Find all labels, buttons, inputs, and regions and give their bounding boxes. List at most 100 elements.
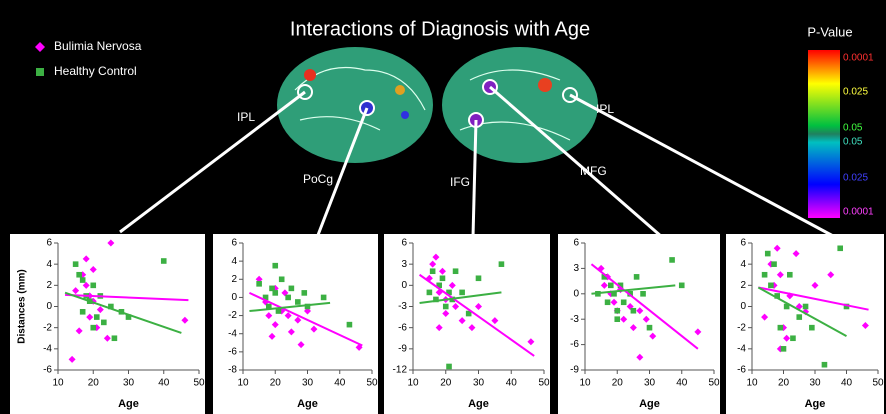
y-tick-label: 2 xyxy=(740,280,746,291)
point xyxy=(669,257,675,263)
point xyxy=(321,295,327,301)
region-label: IFG xyxy=(450,175,470,189)
point xyxy=(161,258,167,264)
point xyxy=(803,304,809,310)
y-tick-label: 0 xyxy=(401,280,407,291)
point xyxy=(640,291,646,297)
y-tick-label: 4 xyxy=(231,256,237,267)
y-tick-label: 0 xyxy=(573,288,579,299)
point xyxy=(621,299,627,305)
point xyxy=(647,325,653,331)
point xyxy=(301,290,307,296)
y-tick-label: -2 xyxy=(43,322,52,333)
point xyxy=(427,290,433,296)
x-tick-label: 10 xyxy=(407,378,419,389)
y-tick-label: -2 xyxy=(737,322,746,333)
colorbar-label: 0.0001 xyxy=(843,53,874,64)
point xyxy=(765,251,771,257)
y-tick-label: 6 xyxy=(740,238,746,249)
point xyxy=(459,290,465,296)
brain-images xyxy=(120,47,835,237)
y-tick-label: 3 xyxy=(401,259,407,270)
y-tick-label: -6 xyxy=(228,346,237,357)
y-tick-label: 0 xyxy=(231,292,237,303)
y-tick-label: -4 xyxy=(43,343,52,354)
y-tick-label: -2 xyxy=(228,310,237,321)
y-tick-label: 4 xyxy=(740,259,746,270)
point xyxy=(796,314,802,320)
point xyxy=(837,245,843,251)
y-tick-label: 6 xyxy=(401,238,407,249)
colorbar-label: 0.0001 xyxy=(843,207,874,218)
region-label: IPL xyxy=(237,110,255,124)
legend-label: Bulimia Nervosa xyxy=(54,39,142,53)
x-tick-label: 40 xyxy=(506,378,518,389)
x-tick-label: 30 xyxy=(473,378,485,389)
colorbar-title: P-Value xyxy=(807,24,852,39)
x-tick-label: 10 xyxy=(52,378,64,389)
panel-background xyxy=(10,234,205,414)
point xyxy=(768,283,774,289)
y-tick-label: 4 xyxy=(46,259,52,270)
x-tick-label: 50 xyxy=(193,378,205,389)
x-tick-label: 40 xyxy=(158,378,170,389)
x-tick-label: 10 xyxy=(746,378,758,389)
y-tick-label: 0 xyxy=(46,301,52,312)
point xyxy=(80,309,86,315)
x-tick-label: 50 xyxy=(708,378,720,389)
x-tick-label: 10 xyxy=(237,378,249,389)
x-axis-label: Age xyxy=(639,398,660,410)
colorbar-label: 0.05 xyxy=(843,137,863,148)
point xyxy=(790,335,796,341)
colorbar-label: 0.05 xyxy=(843,123,863,134)
point xyxy=(446,364,452,370)
point xyxy=(279,276,285,282)
legend-marker xyxy=(35,42,45,52)
point xyxy=(781,346,787,352)
y-tick-label: -9 xyxy=(570,365,579,376)
title: Interactions of Diagnosis with Age xyxy=(290,18,590,40)
y-tick-label: -9 xyxy=(398,343,407,354)
point xyxy=(285,295,291,301)
y-tick-label: -4 xyxy=(737,343,746,354)
x-tick-label: 20 xyxy=(612,378,624,389)
x-tick-label: 10 xyxy=(579,378,591,389)
point xyxy=(605,299,611,305)
point xyxy=(94,314,100,320)
x-tick-label: 30 xyxy=(123,378,135,389)
x-axis-label: Age xyxy=(297,398,318,410)
x-axis-label: Age xyxy=(118,398,139,410)
point xyxy=(430,268,436,274)
point xyxy=(608,283,614,289)
y-tick-label: -8 xyxy=(228,365,237,376)
point xyxy=(771,261,777,267)
point xyxy=(73,261,79,267)
y-tick-label: -6 xyxy=(737,365,746,376)
x-tick-label: 20 xyxy=(440,378,452,389)
x-axis-label: Age xyxy=(468,398,489,410)
y-tick-label: -6 xyxy=(398,322,407,333)
x-tick-label: 50 xyxy=(538,378,550,389)
y-tick-label: 2 xyxy=(231,274,237,285)
y-tick-label: -4 xyxy=(228,328,237,339)
figure: Interactions of Diagnosis with Age IPL P… xyxy=(0,0,886,414)
y-tick-label: 0 xyxy=(740,301,746,312)
y-tick-label: -12 xyxy=(393,365,408,376)
point xyxy=(256,281,262,287)
point xyxy=(453,268,459,274)
y-tick-label: -6 xyxy=(43,365,52,376)
y-tick-label: -3 xyxy=(398,301,407,312)
y-tick-label: 6 xyxy=(573,238,579,249)
x-tick-label: 20 xyxy=(88,378,100,389)
point xyxy=(443,304,449,310)
y-axis-label: Distances (mm) xyxy=(17,269,28,343)
point xyxy=(272,290,278,296)
region-label: MFG xyxy=(580,164,607,178)
point xyxy=(809,325,815,331)
x-tick-label: 30 xyxy=(809,378,821,389)
x-tick-label: 20 xyxy=(270,378,282,389)
point xyxy=(679,283,685,289)
legend-marker xyxy=(36,68,44,76)
x-tick-label: 50 xyxy=(872,378,884,389)
point xyxy=(822,362,828,368)
